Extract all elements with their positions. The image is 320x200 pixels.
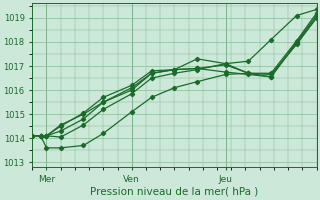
X-axis label: Pression niveau de la mer( hPa ): Pression niveau de la mer( hPa ) (90, 187, 259, 197)
